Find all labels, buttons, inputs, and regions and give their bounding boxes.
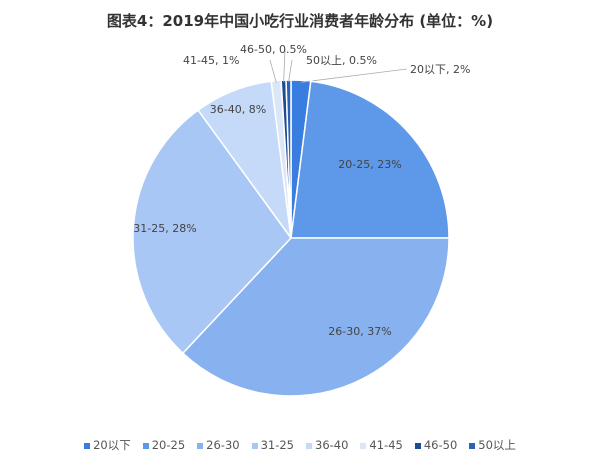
- legend-swatch: [414, 442, 421, 449]
- legend-item-3: 31-25: [251, 438, 294, 452]
- legend-swatch: [360, 442, 367, 449]
- legend-swatch: [306, 442, 312, 449]
- legend-item-7: 50以上: [469, 437, 516, 453]
- data-label-0: 20以下, 2%: [410, 63, 470, 76]
- legend-item-0: 20以下: [84, 437, 131, 453]
- legend: 20以下 20-25 26-30 31-25 36-40 41-45 46-50 50以上: [0, 437, 600, 453]
- legend-label: 20-25: [151, 438, 186, 452]
- pie-slice-3: [132, 109, 292, 355]
- data-label-3: 31-25, 28%: [133, 222, 196, 235]
- data-label-5: 41-45, 1%: [183, 54, 239, 67]
- leader-line-5: [269, 59, 277, 83]
- legend-swatch: [469, 442, 476, 449]
- legend-item-2: 26-30: [197, 438, 240, 452]
- pie-slice-2: [181, 237, 450, 397]
- legend-label: 20以下: [93, 438, 131, 452]
- legend-swatch: [251, 442, 258, 449]
- legend-swatch: [197, 442, 204, 449]
- legend-item-5: 41-45: [360, 438, 403, 452]
- legend-item-6: 46-50: [414, 438, 458, 452]
- legend-item-1: 20-25: [142, 438, 186, 452]
- chart-title: 图表4：2019年中国小吃行业消费者年龄分布 (单位：%): [106, 12, 494, 30]
- leader-line-0: [300, 68, 408, 83]
- legend-swatch: [84, 442, 91, 449]
- legend-swatch: [142, 442, 149, 449]
- legend-label: 36-40: [315, 438, 349, 452]
- legend-label: 50以上: [478, 438, 516, 452]
- data-label-7: 50以上, 0.5%: [306, 54, 377, 67]
- data-label-2: 26-30, 37%: [328, 325, 391, 338]
- legend-label: 31-25: [260, 438, 294, 452]
- legend-label: 26-30: [206, 438, 240, 452]
- legend-label: 41-45: [369, 438, 403, 452]
- leader-line-7: [288, 59, 293, 83]
- data-label-1: 20-25, 23%: [338, 158, 401, 171]
- pie-slice-1: [290, 80, 450, 239]
- legend-item-4: 36-40: [306, 438, 348, 452]
- data-label-4: 36-40, 8%: [210, 103, 266, 116]
- legend-label: 46-50: [423, 438, 458, 452]
- leader-line-6: [283, 48, 286, 83]
- data-label-6: 46-50, 0.5%: [240, 43, 307, 56]
